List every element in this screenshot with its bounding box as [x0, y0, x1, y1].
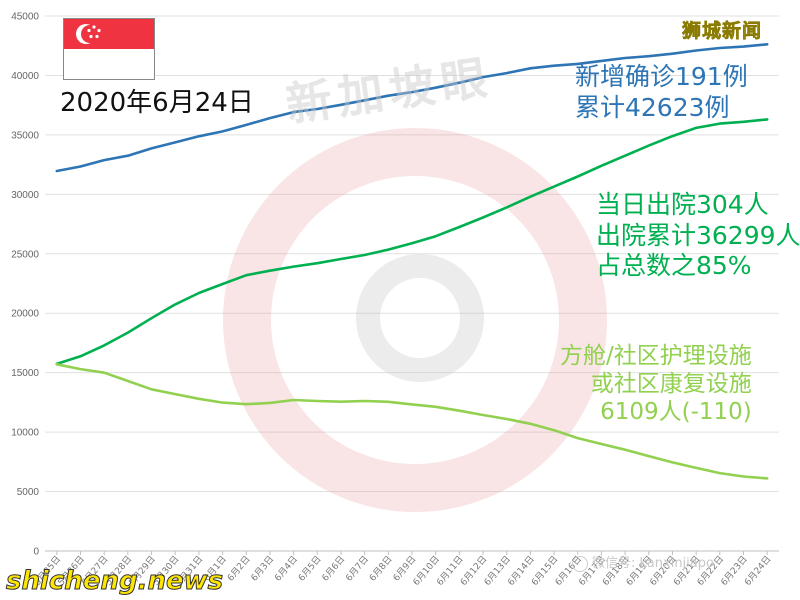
confirmed-annotation: 新增确诊191例 累计42623例: [575, 62, 748, 123]
x-tick-label: 6月8日: [367, 554, 394, 584]
discharged-percent: 占总数之85%: [596, 251, 752, 280]
y-axis-ticks: 0 5000 10000 15000 20000 25000 30000 35000 40000…: [11, 12, 39, 558]
series-lines: [55, 42, 769, 480]
confirmed-total: 累计42623例: [575, 92, 730, 122]
community-annotation: 方舱/社区护理设施 或社区康复设施 6109人(-110): [560, 342, 752, 426]
y-tick-label: 10000: [11, 428, 39, 439]
series-line-community: [55, 362, 769, 480]
wechat-icon: [572, 555, 588, 572]
x-tick-label: 6月2日: [225, 554, 252, 584]
singapore-flag-icon: [63, 18, 155, 80]
y-tick-label: 35000: [11, 130, 39, 141]
y-tick-label: 15000: [11, 368, 39, 379]
community-line2: 或社区康复设施: [590, 371, 752, 398]
gridlines: [45, 15, 779, 552]
brand-logo-top: 狮城新闻: [682, 20, 763, 43]
y-tick-label: 20000: [11, 309, 39, 320]
brand-logo-bottom: shicheng.news: [5, 566, 224, 597]
community-count: 6109人(-110): [600, 399, 752, 426]
date-label: 2020年6月24日: [60, 88, 254, 118]
y-tick-label: 0: [33, 547, 39, 558]
y-tick-label: 45000: [11, 12, 39, 23]
discharged-today: 当日出院304人: [596, 190, 769, 219]
wechat-id: 微信号: kanxinjiapo: [592, 556, 714, 571]
x-tick-label: 6月7日: [344, 554, 371, 584]
wechat-watermark: 微信号: kanxinjiapo: [572, 552, 714, 572]
series-line-discharged: [55, 118, 769, 366]
y-tick-label: 25000: [11, 249, 39, 260]
confirmed-new: 新增确诊191例: [575, 62, 748, 91]
discharged-annotation: 当日出院304人 出院累计36299人 占总数之85%: [596, 190, 800, 282]
watermark-logo: [223, 128, 607, 512]
community-line1: 方舱/社区护理设施: [560, 343, 752, 369]
x-tick-label: 6月4日: [273, 554, 300, 584]
discharged-total: 出院累计36299人: [596, 220, 800, 250]
x-tick-label: 6月5日: [296, 554, 323, 584]
x-tick-label: 6月6日: [320, 554, 347, 584]
y-tick-label: 40000: [11, 71, 39, 82]
y-tick-label: 5000: [17, 487, 40, 498]
x-tick-label: 6月3日: [249, 554, 276, 584]
series-line-confirmed: [55, 42, 769, 173]
y-tick-label: 30000: [11, 190, 39, 201]
